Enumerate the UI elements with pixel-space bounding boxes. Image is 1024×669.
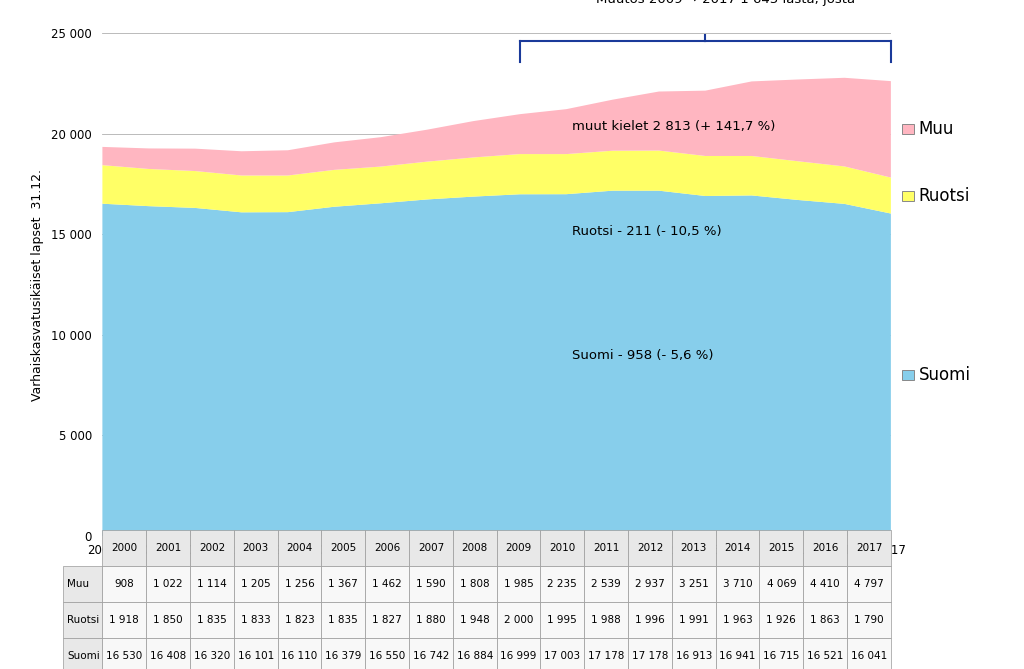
Text: Muutos 2009 → 2017 1 645 lasta, josta: Muutos 2009 → 2017 1 645 lasta, josta: [596, 0, 855, 6]
Y-axis label: Varhaiskasvatusikäiset lapset  31.12.: Varhaiskasvatusikäiset lapset 31.12.: [32, 169, 44, 401]
Bar: [902, 370, 914, 380]
Text: Ruotsi: Ruotsi: [919, 187, 970, 205]
Bar: [902, 191, 914, 201]
Text: Ruotsi - 211 (- 10,5 %): Ruotsi - 211 (- 10,5 %): [571, 225, 721, 238]
Text: Muu: Muu: [919, 120, 954, 138]
Bar: [902, 124, 914, 134]
Text: Suomi - 958 (- 5,6 %): Suomi - 958 (- 5,6 %): [571, 349, 713, 361]
Text: Suomi: Suomi: [919, 366, 971, 384]
Text: muut kielet 2 813 (+ 141,7 %): muut kielet 2 813 (+ 141,7 %): [571, 120, 775, 133]
